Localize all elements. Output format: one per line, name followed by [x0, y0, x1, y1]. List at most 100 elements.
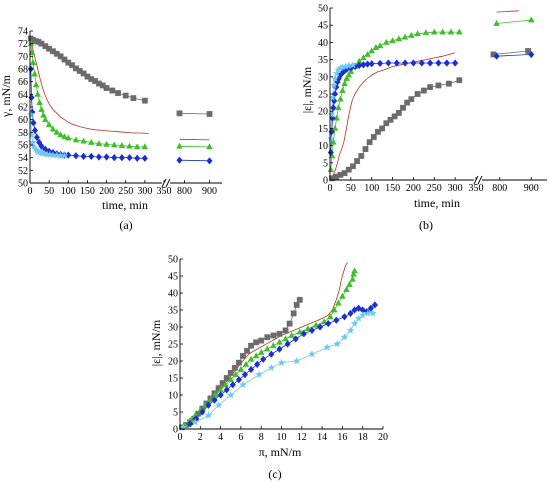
data-point: [414, 30, 421, 37]
x-tick-label: 14: [317, 432, 327, 443]
panel-c-x-axis-label: π, mN/m: [259, 445, 302, 459]
data-point: [229, 381, 236, 389]
data-point: [527, 16, 535, 23]
x-tick-label: 100: [61, 186, 76, 197]
y-tick-label: 25: [318, 90, 328, 101]
y-tick-label: 60: [18, 115, 28, 126]
data-point: [52, 151, 61, 159]
data-point: [95, 140, 103, 147]
panel-b-elasticity-vs-time: 0 5 10 15 20 25 30 35 40 45 50 0 50 100 150 200 250 300 35…: [300, 4, 547, 232]
data-point: [217, 391, 224, 399]
data-point: [341, 80, 348, 87]
data-point: [95, 153, 103, 161]
data-point: [141, 154, 148, 162]
x-tick-label: 900: [202, 186, 217, 197]
data-point: [408, 96, 415, 103]
data-point: [335, 299, 342, 306]
data-point: [435, 82, 442, 89]
data-point: [64, 134, 72, 141]
data-point: [308, 350, 316, 358]
data-point: [400, 104, 406, 111]
data-point: [330, 104, 337, 112]
series-trend-line: [330, 31, 460, 170]
panel-a-label: (a): [119, 218, 132, 232]
data-point: [335, 104, 342, 111]
data-point: [401, 59, 409, 67]
data-point: [88, 152, 95, 161]
data-point: [350, 319, 359, 327]
data-point: [237, 365, 245, 372]
y-tick-label: 40: [168, 289, 178, 300]
data-point: [331, 74, 339, 82]
data-point: [247, 365, 255, 374]
data-point: [443, 59, 450, 67]
y-tick-label: 5: [173, 408, 178, 419]
data-point: [354, 158, 361, 164]
data-point: [40, 111, 47, 118]
data-point: [277, 358, 286, 366]
y-tick-label: 50: [318, 4, 328, 15]
x-tick-label: 6: [238, 432, 243, 443]
data-point: [211, 396, 218, 404]
data-point: [447, 28, 455, 35]
data-point: [111, 153, 118, 162]
data-point: [327, 166, 335, 173]
data-point: [176, 156, 183, 164]
data-point: [325, 319, 332, 328]
data-point: [240, 353, 246, 359]
data-point: [53, 128, 61, 135]
y-tick-label: 45: [318, 21, 328, 32]
data-point: [333, 114, 340, 121]
x-tick-label: 900: [524, 183, 539, 194]
data-point: [364, 50, 371, 57]
x-tick-label: 50: [44, 186, 54, 197]
data-point: [31, 70, 38, 77]
data-point: [141, 97, 148, 104]
data-point: [326, 134, 335, 143]
data-point: [366, 139, 373, 146]
data-point: [268, 350, 275, 358]
y-tick-label: 62: [18, 103, 28, 114]
data-point: [231, 364, 238, 371]
data-point: [235, 376, 242, 384]
data-point: [45, 121, 53, 128]
data-point: [223, 375, 230, 381]
data-point: [300, 330, 307, 338]
data-point: [72, 136, 80, 143]
panel-c-label: (c): [268, 467, 281, 481]
series-trend-line: [182, 313, 373, 428]
series-trend-line: [493, 50, 529, 55]
data-point: [346, 280, 353, 287]
data-point: [65, 151, 72, 159]
data-point: [28, 93, 35, 102]
data-point: [304, 325, 312, 332]
y-tick-label: 50: [18, 179, 28, 190]
panel-b-x-axis-label: time, min: [414, 196, 460, 210]
data-point: [395, 35, 403, 42]
x-tick-label: 18: [358, 432, 368, 443]
y-tick-label: 68: [18, 65, 28, 76]
data-point: [270, 332, 277, 339]
y-tick-label: 50: [168, 255, 178, 266]
data-point: [80, 137, 87, 144]
data-point: [60, 151, 69, 160]
y-tick-label: 70: [18, 52, 28, 63]
data-point: [320, 318, 328, 325]
data-point: [410, 59, 417, 67]
x-tick-label: 100: [364, 183, 379, 194]
data-point: [350, 163, 356, 170]
y-tick-label: 64: [18, 90, 28, 101]
x-tick-label: 10: [277, 432, 287, 443]
y-tick-label: 72: [18, 39, 28, 50]
x-tick-label: 300: [448, 183, 463, 194]
data-point: [327, 148, 334, 157]
series-trend-line: [330, 52, 456, 179]
data-point: [427, 84, 434, 91]
data-point: [30, 119, 37, 127]
data-point: [292, 356, 301, 365]
series-trend-line: [496, 10, 519, 13]
panel-a-y-axis-label: γ, mN/m: [0, 74, 13, 118]
panel-a-x-axis-label: time, min: [102, 198, 148, 212]
y-tick-label: 30: [168, 323, 178, 334]
x-tick-label: 350: [157, 186, 172, 197]
